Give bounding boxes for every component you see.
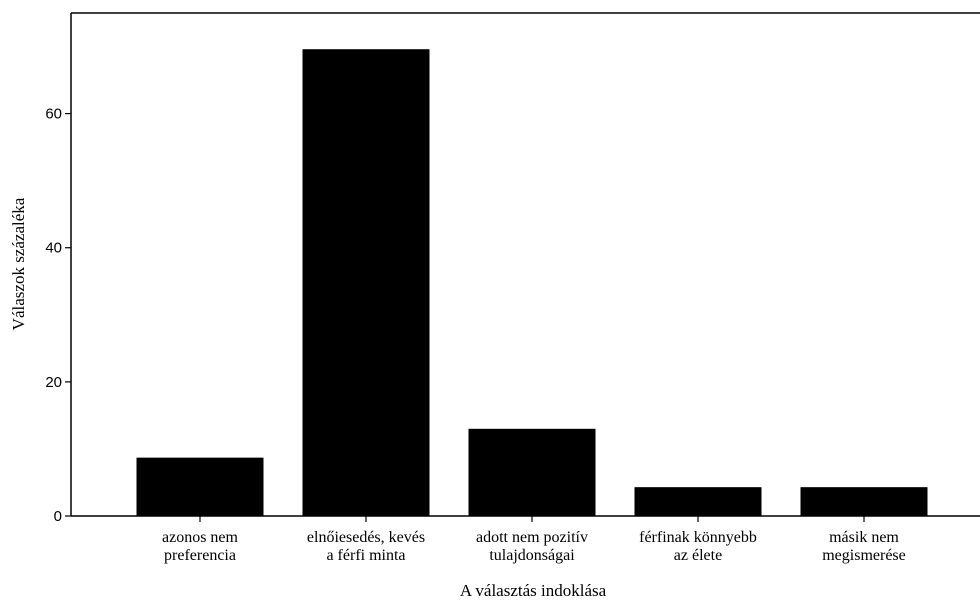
y-tick-label: 60 <box>45 106 62 123</box>
x-tick-label: az élete <box>674 547 722 564</box>
bar <box>469 429 596 516</box>
y-tick-label: 40 <box>45 240 62 257</box>
x-tick-label: elnőiesedés, kevés <box>307 529 425 546</box>
x-tick-label: tulajdonságai <box>489 547 575 564</box>
x-tick-label: másik nem <box>829 529 899 546</box>
bar <box>635 487 762 516</box>
bars-group <box>137 49 928 516</box>
x-tick-label: férfinak könnyebb <box>639 529 757 546</box>
bar <box>303 49 430 516</box>
x-tick-label: preferencia <box>164 547 236 564</box>
y-axis: 0 20 40 60 <box>45 106 71 525</box>
x-axis-title: A választás indoklása <box>460 581 607 600</box>
y-tick-label: 20 <box>45 374 62 391</box>
bar <box>137 458 264 516</box>
y-axis-title: Válaszok százaléka <box>9 197 28 330</box>
x-tick-label: azonos nem <box>162 529 239 546</box>
y-tick-label: 0 <box>54 508 62 525</box>
bar <box>801 487 928 516</box>
x-tick-label: megismerése <box>822 547 906 564</box>
x-tick-label: adott nem pozitív <box>476 529 588 546</box>
x-tick-label: a férfi minta <box>326 547 405 564</box>
